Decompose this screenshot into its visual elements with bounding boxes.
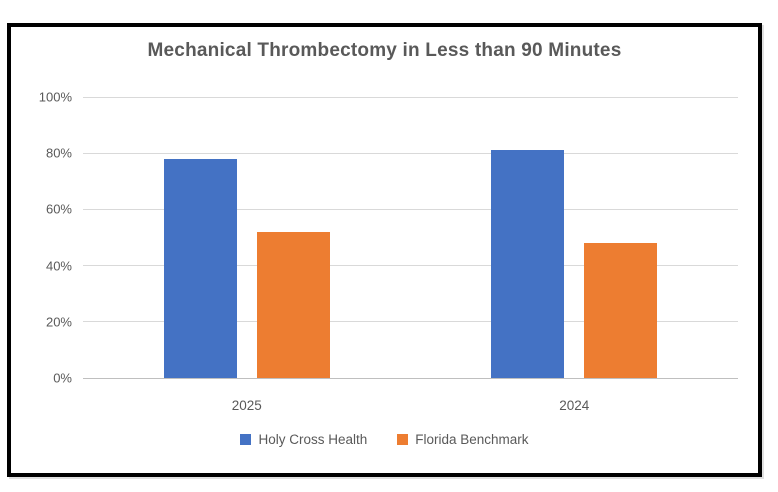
gridline-100	[83, 96, 738, 98]
chart-title: Mechanical Thrombectomy in Less than 90 …	[147, 40, 622, 61]
legend: Holy Cross Health Florida Benchmark	[11, 432, 758, 447]
legend-swatch-icon	[240, 434, 252, 445]
bar-holy-cross-health-2024	[491, 150, 565, 378]
x-tick-label-2024: 2024	[559, 398, 590, 413]
legend-item-florida-benchmark: Florida Benchmark	[397, 432, 529, 447]
gridline-60	[83, 208, 738, 210]
y-tick-label-100: 100%	[38, 89, 72, 105]
gridline-40	[83, 265, 738, 267]
y-tick-label-20: 20%	[45, 314, 72, 330]
bar-florida-benchmark-2025	[256, 231, 330, 378]
gridline-80	[83, 152, 738, 154]
y-axis-tick-labels: 0% 20% 40% 60% 80% 100%	[11, 90, 72, 386]
category-group-2025	[83, 97, 411, 378]
y-tick-label-60: 60%	[45, 201, 72, 217]
y-tick-label-40: 40%	[45, 258, 72, 274]
legend-item-holy-cross-health: Holy Cross Health	[240, 432, 367, 447]
category-group-2024	[411, 97, 739, 378]
bar-holy-cross-health-2025	[163, 158, 237, 378]
y-tick-label-80: 80%	[45, 145, 72, 161]
chart-frame: Mechanical Thrombectomy in Less than 90 …	[7, 23, 762, 477]
x-tick-label-2025: 2025	[231, 398, 262, 413]
y-tick-label-0: 0%	[53, 370, 72, 386]
bar-groups	[83, 97, 738, 378]
bar-florida-benchmark-2024	[584, 243, 658, 378]
legend-swatch-icon	[397, 434, 409, 445]
legend-label: Florida Benchmark	[415, 432, 529, 447]
x-axis-category-labels: 2025 2024	[83, 398, 738, 413]
legend-label: Holy Cross Health	[258, 432, 368, 447]
x-axis-line	[83, 377, 738, 379]
gridline-20	[83, 321, 738, 323]
plot-area	[83, 96, 738, 379]
